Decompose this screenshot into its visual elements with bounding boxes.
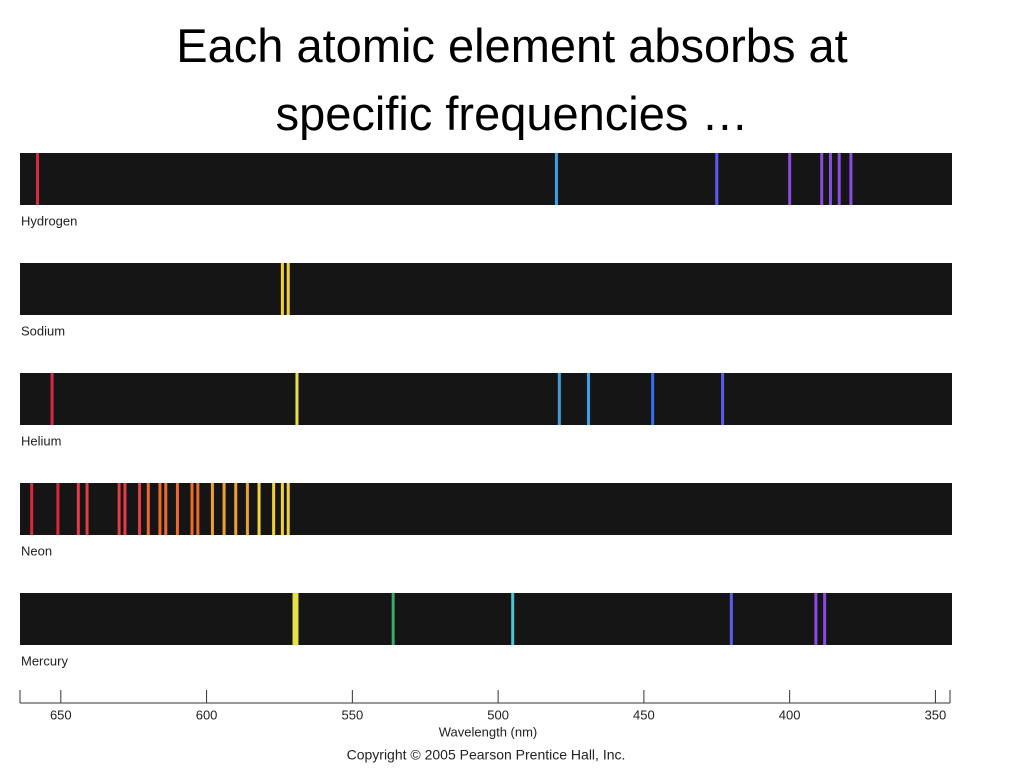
spectral-line xyxy=(234,483,238,535)
spectrum-band xyxy=(20,153,952,205)
spectral-line xyxy=(286,263,290,315)
spectral-line xyxy=(210,483,214,535)
spectral-line xyxy=(391,593,395,645)
spectral-line xyxy=(837,153,841,205)
spectral-line xyxy=(823,593,827,645)
spectral-line xyxy=(138,483,142,535)
x-tick-label: 500 xyxy=(487,707,509,722)
spectral-line xyxy=(280,483,284,535)
spectral-line xyxy=(257,483,261,535)
spectral-line xyxy=(245,483,249,535)
spectral-line xyxy=(50,373,54,425)
spectral-line xyxy=(554,153,558,205)
spectral-line xyxy=(849,153,853,205)
spectrum-band xyxy=(20,483,952,535)
spectral-line xyxy=(272,483,276,535)
element-label: Sodium xyxy=(21,323,65,338)
spectral-line xyxy=(286,483,290,535)
spectral-line xyxy=(820,153,824,205)
spectral-line xyxy=(85,483,89,535)
spectral-line xyxy=(35,153,39,205)
element-label: Neon xyxy=(21,543,52,558)
spectral-line xyxy=(76,483,80,535)
spectral-line xyxy=(123,483,127,535)
spectral-line xyxy=(295,593,299,645)
x-tick-label: 600 xyxy=(196,707,218,722)
spectral-line xyxy=(828,153,832,205)
spectral-line xyxy=(56,483,60,535)
x-tick-label: 650 xyxy=(50,707,72,722)
spectral-line xyxy=(190,483,194,535)
spectral-line xyxy=(729,593,733,645)
element-label: Mercury xyxy=(21,653,68,668)
slide-title: Each atomic element absorbs at specific … xyxy=(176,19,848,140)
x-axis-label: Wavelength (nm) xyxy=(439,724,538,739)
spectral-line xyxy=(814,593,818,645)
spectrum-band xyxy=(20,593,952,645)
element-label: Hydrogen xyxy=(21,213,77,228)
spectral-line xyxy=(788,153,792,205)
spectral-line xyxy=(30,483,34,535)
spectral-line xyxy=(158,483,162,535)
spectral-line xyxy=(146,483,150,535)
spectrum-band xyxy=(20,263,952,315)
x-tick-label: 550 xyxy=(341,707,363,722)
spectrum-band xyxy=(20,373,952,425)
spectral-line xyxy=(715,153,719,205)
spectral-line xyxy=(196,483,200,535)
spectral-line xyxy=(117,483,121,535)
spectral-line xyxy=(164,483,168,535)
spectral-line xyxy=(292,593,296,645)
element-label: Helium xyxy=(21,433,61,448)
spectral-line xyxy=(557,373,561,425)
x-tick-label: 400 xyxy=(779,707,801,722)
spectral-line xyxy=(511,593,515,645)
x-tick-label: 350 xyxy=(925,707,947,722)
spectral-line xyxy=(651,373,655,425)
spectral-line xyxy=(280,263,284,315)
spectral-line xyxy=(721,373,725,425)
copyright: Copyright © 2005 Pearson Prentice Hall, … xyxy=(347,747,626,763)
spectral-line xyxy=(295,373,299,425)
spectral-line xyxy=(586,373,590,425)
x-tick-label: 450 xyxy=(633,707,655,722)
spectral-line xyxy=(175,483,179,535)
spectral-line xyxy=(222,483,226,535)
